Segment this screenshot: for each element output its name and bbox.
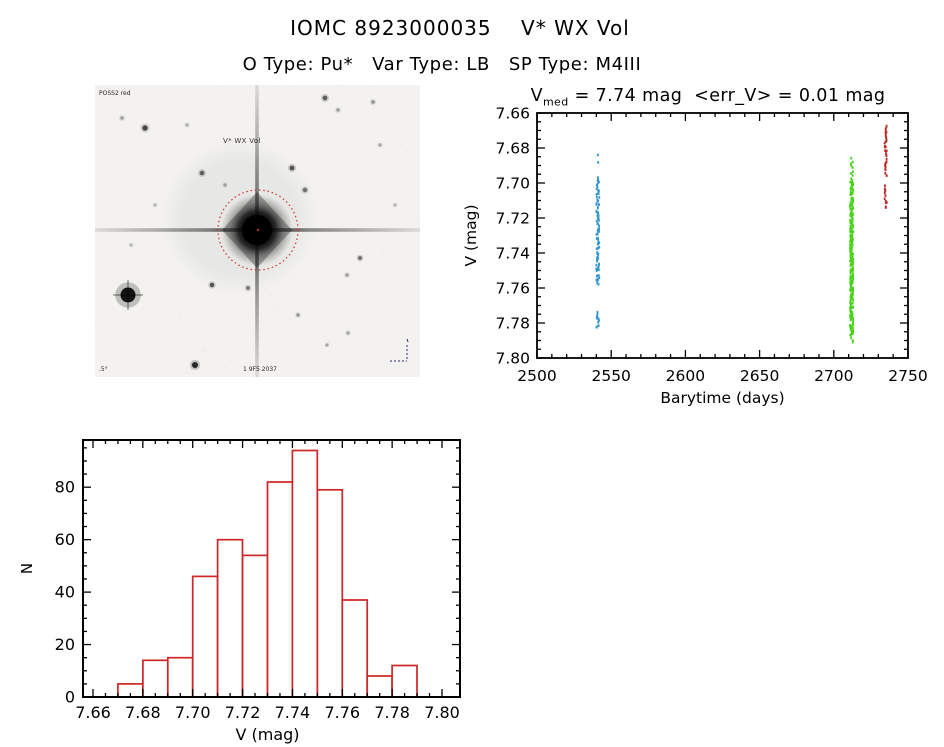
svg-text:7.68: 7.68: [125, 703, 161, 722]
field-stars: [113, 93, 398, 371]
histogram-bar: [142, 659, 169, 698]
svg-text:20: 20: [55, 635, 75, 654]
lightcurve-points: [595, 124, 888, 344]
svg-text:7.80: 7.80: [495, 350, 530, 368]
lightcurve-stat-line: Vmed = 7.74 mag <err_V> = 0.01 mag: [531, 86, 886, 109]
plot-frame: [536, 112, 909, 359]
svg-text:V (mag): V (mag): [235, 725, 299, 744]
histogram-bar: [341, 599, 369, 698]
svg-text:2650: 2650: [740, 367, 779, 385]
series-epoch-3: [883, 124, 888, 209]
svg-text:7.68: 7.68: [495, 140, 530, 158]
svg-text:2700: 2700: [814, 367, 853, 385]
photometric-aperture-circle: [217, 189, 299, 271]
svg-text:7.70: 7.70: [175, 703, 211, 722]
scale-label: .5°: [99, 366, 108, 373]
svg-text:7.74: 7.74: [275, 703, 311, 722]
histogram-bar: [191, 575, 219, 698]
histogram-plot: 7.66 7.68 7.70 7.72 7.74 7.76 7.78 7.80 0 20 40 60 8…: [20, 439, 461, 744]
histogram-bar: [166, 656, 194, 698]
lightcurve-plot: 2500 2550 2600 2650 2700 2750 7.66 7.68 7.70 7.72…: [462, 105, 928, 408]
histogram-bar: [266, 481, 294, 698]
svg-text:N: N: [20, 563, 36, 574]
svg-text:40: 40: [55, 583, 75, 602]
sky-noise: [95, 85, 418, 377]
svg-text:2550: 2550: [591, 367, 630, 385]
histogram-bar: [216, 538, 244, 698]
target-name-label: V* WX Vol: [223, 137, 261, 145]
svg-text:7.78: 7.78: [374, 703, 410, 722]
svg-text:7.66: 7.66: [495, 105, 530, 123]
svg-text:2600: 2600: [666, 367, 705, 385]
svg-text:0: 0: [65, 688, 75, 707]
axis-labels: 2500 2550 2600 2650 2700 2750 7.66 7.68 7.70 7.72…: [462, 105, 928, 408]
svg-text:7.66: 7.66: [75, 703, 111, 722]
histogram-bar: [316, 488, 344, 698]
svg-text:7.76: 7.76: [495, 280, 530, 298]
svg-text:7.72: 7.72: [495, 210, 530, 228]
svg-text:7.72: 7.72: [225, 703, 261, 722]
svg-text:7.78: 7.78: [495, 315, 530, 333]
histogram-bar: [391, 664, 418, 698]
svg-text:7.80: 7.80: [424, 703, 460, 722]
survey-label: POSS2 red: [99, 90, 131, 97]
histogram-bars: [117, 449, 418, 698]
finder-chart-panel: V* WX Vol POSS2 red .5° 1 9F5 2037: [95, 85, 420, 377]
epoch-label: 1 9F5 2037: [243, 366, 277, 373]
finder-chart-image: V* WX Vol POSS2 red .5° 1 9F5 2037: [95, 85, 420, 377]
page-subtitle: O Type: Pu* Var Type: LB SP Type: M4III: [242, 54, 642, 75]
svg-text:7.74: 7.74: [495, 245, 530, 263]
series-epoch-1: [595, 153, 601, 329]
plot-frame: [82, 439, 461, 698]
svg-text:60: 60: [55, 530, 75, 549]
svg-text:2500: 2500: [517, 367, 556, 385]
stat-values: = 7.74 mag <err_V> = 0.01 mag: [568, 86, 886, 106]
svg-text:7.70: 7.70: [495, 175, 530, 193]
series-epoch-2: [849, 156, 855, 344]
svg-text:80: 80: [55, 478, 75, 497]
svg-text:V (mag): V (mag): [462, 204, 480, 266]
svg-text:2750: 2750: [888, 367, 927, 385]
histogram-bar: [241, 554, 269, 698]
lightcurve-panel: Vmed = 7.74 mag <err_V> = 0.01 mag 2500 2…: [460, 85, 944, 420]
histogram-panel: 7.66 7.68 7.70 7.72 7.74 7.76 7.78 7.80 0 20 40 60 8…: [20, 430, 480, 747]
compass-mark: [390, 338, 409, 362]
axis-labels: 7.66 7.68 7.70 7.72 7.74 7.76 7.78 7.80 0 20 40 60 8…: [20, 478, 460, 744]
svg-text:Barytime (days): Barytime (days): [660, 389, 784, 407]
histogram-bar: [291, 449, 319, 698]
vmed-symbol: V: [530, 86, 543, 106]
vmed-subscript: med: [542, 95, 569, 109]
svg-text:7.76: 7.76: [324, 703, 360, 722]
page-title: IOMC 8923000035 V* WX Vol: [290, 16, 630, 40]
aperture-center-mark: [256, 228, 260, 232]
